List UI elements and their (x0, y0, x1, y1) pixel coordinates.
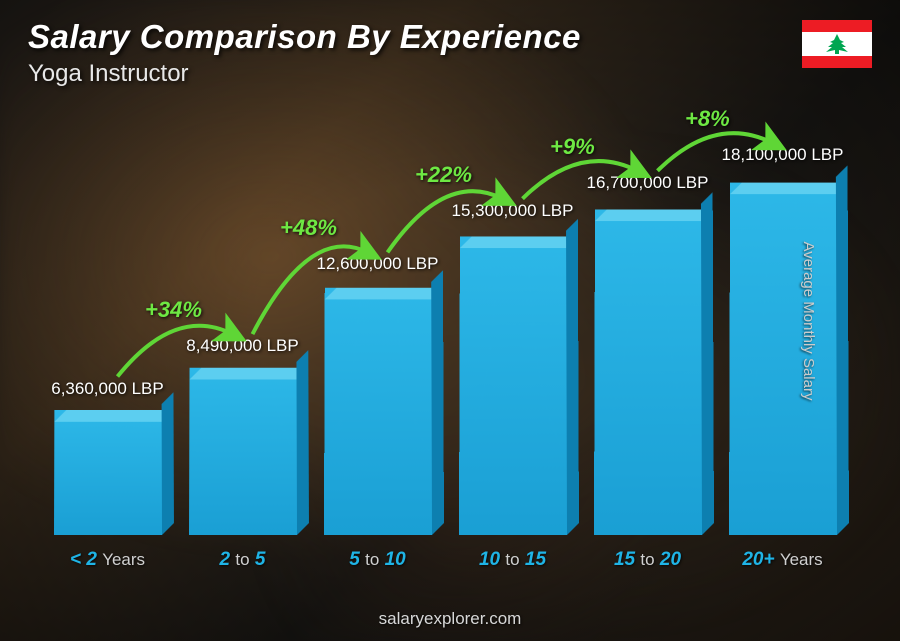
pct-badge-4: +9% (550, 134, 595, 160)
lebanon-flag (802, 20, 872, 68)
bar-front-face (324, 288, 432, 535)
bar-x-label: < 2 Years (70, 549, 145, 571)
bar-top-face (324, 288, 442, 300)
bar-side-face (566, 219, 579, 535)
pct-badge-2: +48% (280, 215, 337, 241)
pct-badge-1: +34% (145, 297, 202, 323)
bar-value-label: 15,300,000 LBP (452, 201, 574, 221)
bar-x-label: 15 to 20 (614, 549, 681, 571)
bar-value-label: 18,100,000 LBP (722, 145, 844, 165)
chart-title: Salary Comparison By Experience (28, 18, 581, 56)
bar (729, 183, 837, 535)
bar-top-face (54, 410, 173, 422)
bar-side-face (431, 270, 444, 535)
pct-badge-3: +22% (415, 162, 472, 188)
bar-side-face (700, 192, 713, 535)
bar-group-5: 18,100,000 LBP 20+ Years (718, 145, 848, 571)
bar-front-face (54, 410, 162, 535)
pct-badge-5: +8% (685, 106, 730, 132)
bar-front-face (729, 183, 837, 535)
bar-value-label: 6,360,000 LBP (51, 379, 163, 399)
bar-side-face (835, 165, 848, 535)
bar (54, 410, 162, 535)
bar (189, 368, 297, 535)
bar-top-face (730, 183, 848, 195)
bar-front-face (459, 236, 567, 535)
bar-x-label: 2 to 5 (220, 549, 266, 571)
bar-x-label: 20+ Years (742, 549, 822, 571)
bar-top-face (459, 236, 577, 248)
bar-front-face (189, 368, 297, 535)
bar (459, 236, 567, 535)
bar-front-face (594, 209, 702, 535)
bar-x-label: 10 to 15 (479, 549, 546, 571)
bar-group-2: 12,600,000 LBP 5 to 10 (313, 254, 443, 571)
bar (324, 288, 432, 535)
bar-value-label: 12,600,000 LBP (317, 254, 439, 274)
bar-side-face (161, 392, 173, 535)
y-axis-label: Average Monthly Salary (800, 241, 817, 400)
bar-group-1: 8,490,000 LBP 2 to 5 (178, 336, 308, 571)
bar (594, 209, 702, 535)
bar-top-face (189, 368, 308, 380)
bar-side-face (296, 350, 308, 535)
footer-credit: salaryexplorer.com (0, 609, 900, 629)
bar-value-label: 16,700,000 LBP (587, 173, 709, 193)
chart-subtitle: Yoga Instructor (28, 60, 581, 88)
header: Salary Comparison By Experience Yoga Ins… (28, 18, 581, 88)
chart-area: 6,360,000 LBP < 2 Years 8,490,000 LBP 2 … (40, 120, 850, 571)
bar-group-4: 16,700,000 LBP 15 to 20 (583, 173, 713, 571)
bar-value-label: 8,490,000 LBP (186, 336, 298, 356)
bar-group-0: 6,360,000 LBP < 2 Years (43, 379, 173, 571)
bar-group-3: 15,300,000 LBP 10 to 15 (448, 201, 578, 571)
bar-x-label: 5 to 10 (349, 549, 405, 571)
bar-top-face (594, 209, 712, 221)
